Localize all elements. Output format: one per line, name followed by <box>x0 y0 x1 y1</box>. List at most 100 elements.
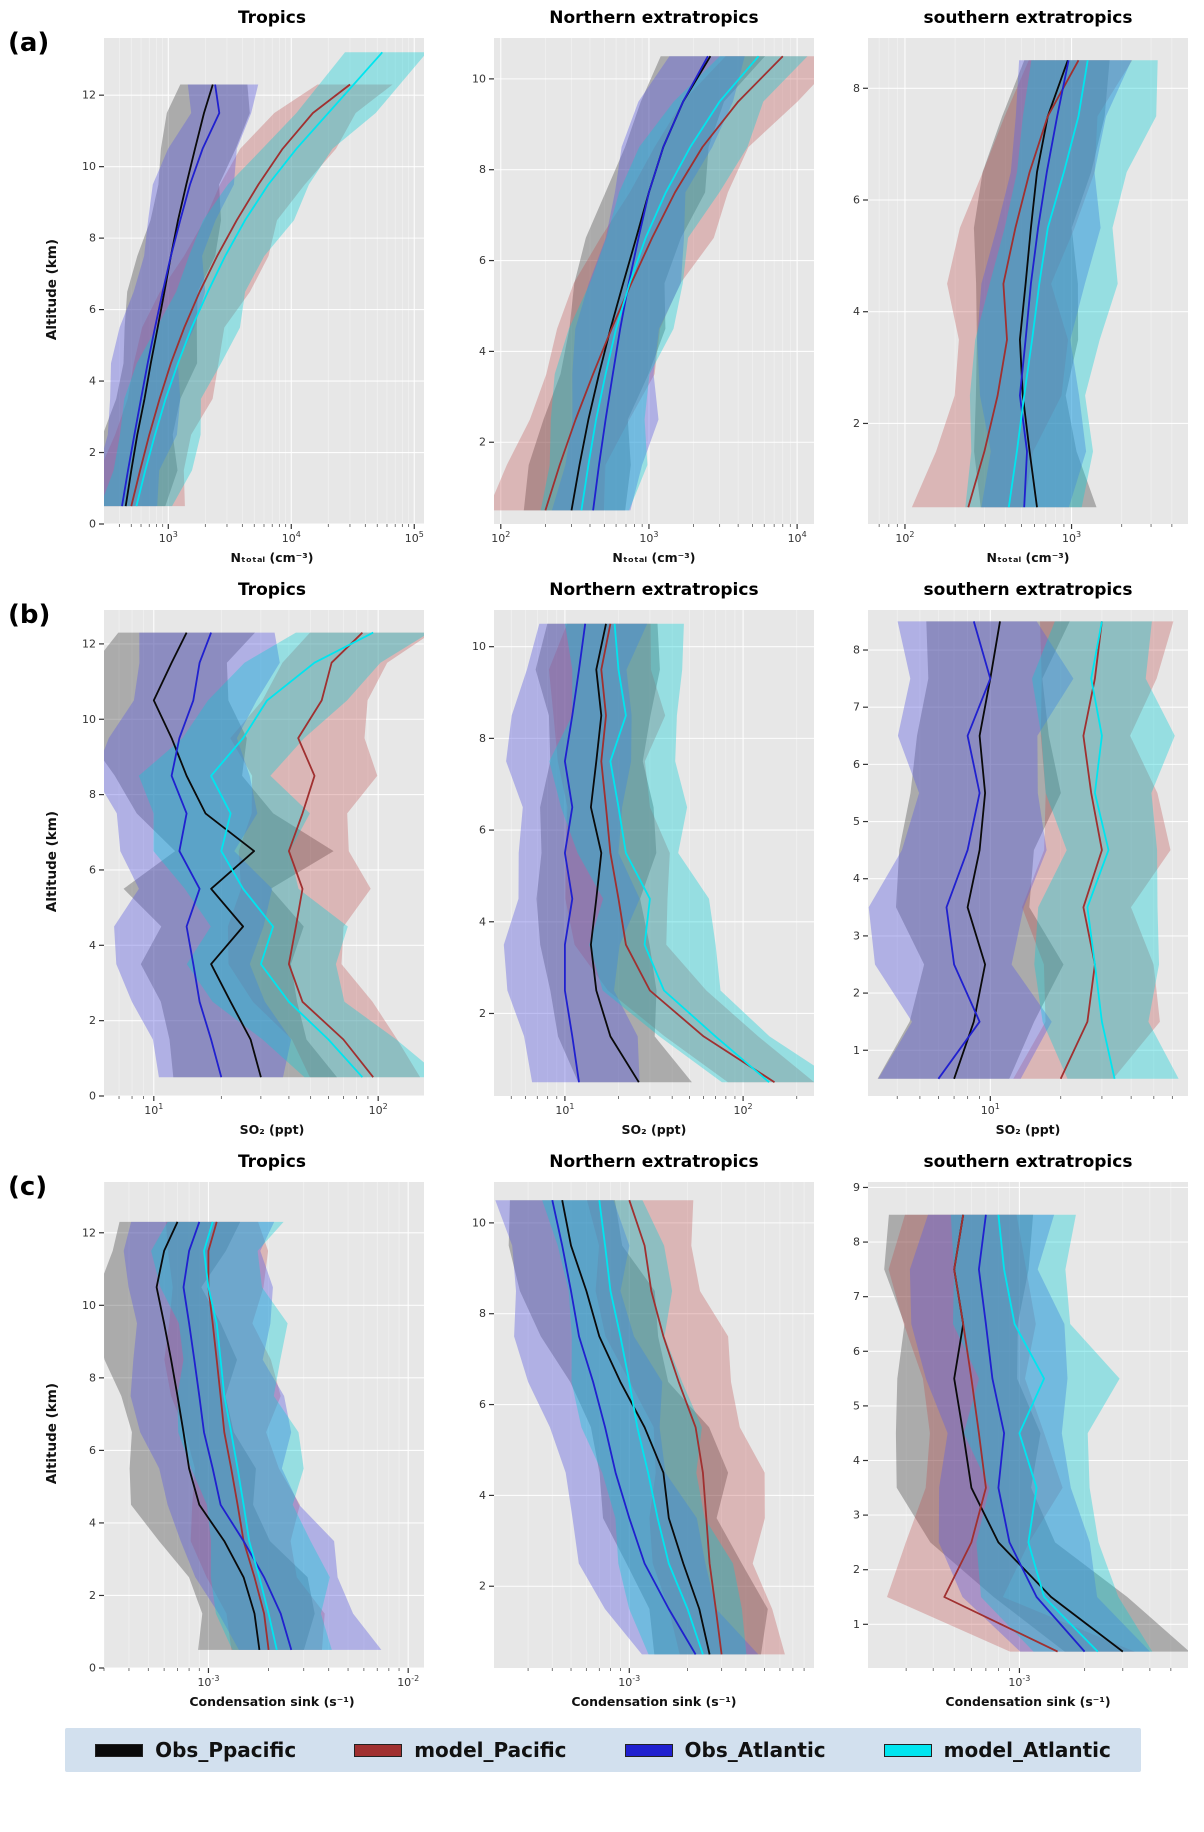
x-axis-label: SO₂ (ppt) <box>621 1122 687 1137</box>
svg-text:3: 3 <box>853 1509 860 1522</box>
svg-text:2: 2 <box>479 1580 486 1593</box>
panel-title: Northern extratropics <box>549 580 759 600</box>
svg-text:4: 4 <box>89 375 96 388</box>
svg-text:8: 8 <box>853 644 860 657</box>
svg-text:10: 10 <box>82 160 96 173</box>
svg-text:2: 2 <box>89 446 96 459</box>
svg-text:10: 10 <box>472 1216 486 1229</box>
svg-text:6: 6 <box>853 1345 860 1358</box>
svg-text:10: 10 <box>472 72 486 85</box>
panel-title: Tropics <box>237 1152 306 1172</box>
row-c: (c) Tropics Altitude (km) 10-3 10-2 0 2 4 6 8 1… <box>6 1150 1200 1714</box>
svg-text:10: 10 <box>82 1299 96 1312</box>
legend-swatch-model-pacific <box>354 1743 403 1757</box>
svg-text:6: 6 <box>479 824 486 837</box>
svg-text:7: 7 <box>853 701 860 714</box>
y-axis-label: Altitude (km) <box>44 1383 60 1485</box>
svg-text:2: 2 <box>479 1007 486 1020</box>
panel-title: Northern extratropics <box>549 8 759 28</box>
row-label-b: (b) <box>8 600 51 630</box>
svg-text:8: 8 <box>89 1371 96 1384</box>
legend-label: Obs_Atlantic <box>684 1738 826 1762</box>
legend-label: model_Atlantic <box>943 1738 1111 1762</box>
panel-c-southern: southern extratropics 10-3 1 2 3 4 5 6 7 8 9 Cond… <box>825 1150 1196 1714</box>
svg-text:2: 2 <box>89 1589 96 1602</box>
panel-title: Tropics <box>237 580 306 600</box>
panel-b-southern: southern extratropics 101 1 2 3 4 5 6 7 8 SO₂ (p… <box>825 578 1196 1142</box>
y-axis-label: Altitude (km) <box>44 811 60 913</box>
svg-text:8: 8 <box>89 788 96 801</box>
svg-text:4: 4 <box>853 872 860 885</box>
x-axis-label: Nₜₒₜₐₗ (cm⁻³) <box>612 550 696 565</box>
svg-text:4: 4 <box>853 305 860 318</box>
legend-swatch-obs-atlantic <box>624 1743 673 1757</box>
legend-item-obs-ppacific: Obs_Ppacific <box>95 1738 296 1762</box>
svg-text:1: 1 <box>853 1618 860 1631</box>
svg-text:4: 4 <box>479 1489 486 1502</box>
legend-swatch-model-atlantic <box>883 1743 932 1757</box>
svg-text:8: 8 <box>479 163 486 176</box>
svg-text:8: 8 <box>89 232 96 245</box>
panel-c-tropics: Tropics Altitude (km) 10-3 10-2 0 2 4 6 8 10 12 … <box>44 1150 448 1714</box>
legend-item-model-pacific: model_Pacific <box>354 1738 567 1762</box>
legend-item-obs-atlantic: Obs_Atlantic <box>624 1738 826 1762</box>
svg-text:8: 8 <box>853 82 860 95</box>
legend-swatch-obs-ppacific <box>95 1743 144 1757</box>
panel-title: Tropics <box>237 8 306 28</box>
x-axis-label: SO₂ (ppt) <box>239 1122 305 1137</box>
svg-text:12: 12 <box>82 89 96 102</box>
svg-text:6: 6 <box>479 254 486 267</box>
panel-a-tropics: Tropics Altitude (km) 103 104 105 0 2 4 6 8 10 12… <box>44 6 448 570</box>
svg-text:3: 3 <box>853 929 860 942</box>
svg-text:6: 6 <box>89 863 96 876</box>
panel-c-northern: Northern extratropics 10-3 2 4 6 8 10 Condens… <box>451 1150 822 1714</box>
legend-item-model-atlantic: model_Atlantic <box>883 1738 1111 1762</box>
panel-b-tropics: Tropics Altitude (km) 101 102 0 2 4 6 8 10 12 SO… <box>44 578 448 1142</box>
svg-text:6: 6 <box>479 1398 486 1411</box>
svg-text:4: 4 <box>479 345 486 358</box>
row-c-gutter: (c) <box>6 1150 48 1714</box>
row-a: (a) Tropics Altitude (km) 103 104 105 0 2 4 6 8… <box>6 6 1200 570</box>
svg-text:0: 0 <box>89 1090 96 1103</box>
svg-text:10: 10 <box>82 713 96 726</box>
legend-label: model_Pacific <box>414 1738 567 1762</box>
x-axis-label: SO₂ (ppt) <box>995 1122 1061 1137</box>
svg-text:2: 2 <box>853 987 860 1000</box>
svg-text:4: 4 <box>479 915 486 928</box>
svg-text:4: 4 <box>853 1454 860 1467</box>
svg-text:0: 0 <box>89 1662 96 1675</box>
svg-text:8: 8 <box>479 1307 486 1320</box>
svg-text:2: 2 <box>479 436 486 449</box>
x-axis-label: Condensation sink (s⁻¹) <box>571 1694 737 1709</box>
svg-text:2: 2 <box>853 417 860 430</box>
row-label-c: (c) <box>8 1172 48 1202</box>
svg-text:0: 0 <box>89 518 96 531</box>
x-axis-label: Condensation sink (s⁻¹) <box>189 1694 355 1709</box>
svg-text:6: 6 <box>853 194 860 207</box>
x-axis-label: Condensation sink (s⁻¹) <box>945 1694 1111 1709</box>
svg-text:8: 8 <box>853 1236 860 1249</box>
svg-text:6: 6 <box>853 758 860 771</box>
panel-title: Northern extratropics <box>549 1152 759 1172</box>
svg-text:5: 5 <box>853 815 860 828</box>
svg-text:4: 4 <box>89 939 96 952</box>
svg-text:6: 6 <box>89 303 96 316</box>
panel-a-northern: Northern extratropics 102 103 104 2 4 6 8 10 Nₜ… <box>451 6 822 570</box>
legend-label: Obs_Ppacific <box>155 1738 297 1762</box>
svg-text:8: 8 <box>479 732 486 745</box>
svg-text:12: 12 <box>82 1226 96 1239</box>
svg-text:1: 1 <box>853 1044 860 1057</box>
svg-text:2: 2 <box>89 1014 96 1027</box>
row-label-a: (a) <box>8 28 50 58</box>
row-b: (b) Tropics Altitude (km) 101 102 0 2 4 6 8 10 1… <box>6 578 1200 1142</box>
svg-text:6: 6 <box>89 1444 96 1457</box>
svg-text:7: 7 <box>853 1290 860 1303</box>
